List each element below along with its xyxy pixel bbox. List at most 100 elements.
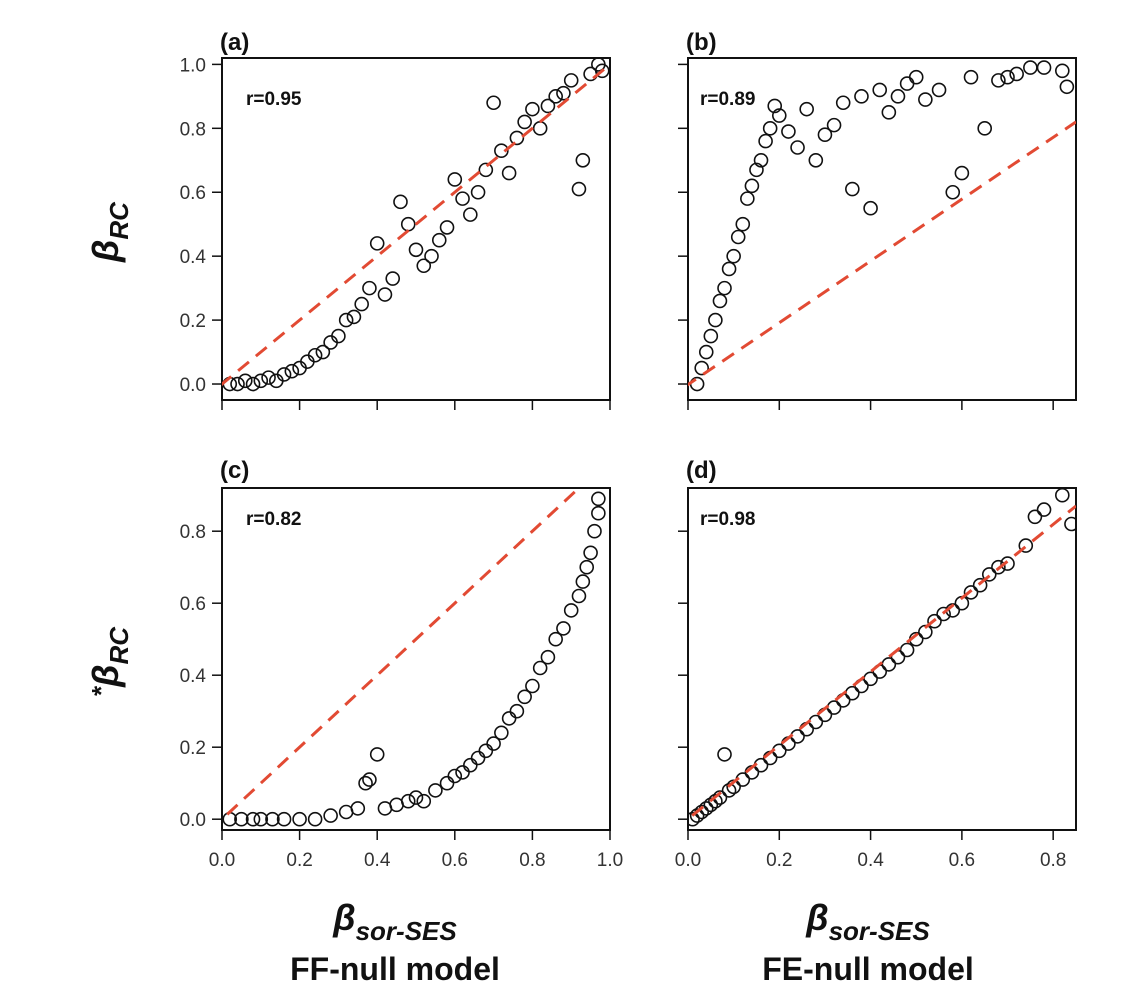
data-point [463,207,478,222]
data-point [230,376,245,392]
data-point [863,200,878,216]
data-point [918,92,933,107]
data-point [936,606,951,622]
y-axis-title-top: βRC [85,201,134,263]
panel-a-ytick-label: 0.2 [180,311,206,332]
data-point [1055,63,1070,79]
panel-c-ytick-label: 0.2 [180,738,206,759]
data-point [1027,509,1043,525]
data-point [1036,60,1052,75]
panel-d-xtick-label: 0.6 [949,850,975,871]
data-point [845,685,860,701]
data-point [583,545,598,561]
data-point [963,585,979,600]
data-point [594,63,610,79]
data-point [808,152,824,168]
y-axis-title-top-sub: RC [104,201,134,240]
data-point [315,344,331,360]
data-point [517,689,532,705]
x-axis-title-right-main: β [805,897,828,938]
panel-d-frame [687,487,1077,831]
panel-c: 0.0 0.2 0.4 0.6 0.8 1.0 0.0 0.2 0.4 0.6 0.8 [180,487,623,871]
panel-c-xtick-label: 0.4 [364,850,391,871]
data-point [494,143,509,158]
data-point [331,328,346,344]
data-point [478,743,494,759]
data-point [517,114,532,130]
data-point [470,184,486,200]
panel-d-xtick-label: 0.4 [857,850,884,871]
data-point [721,261,737,277]
data-point [918,624,933,640]
data-point [338,312,354,328]
data-point [265,811,280,827]
data-point [881,105,897,120]
x-axis-title-right: βsor-SES [805,897,930,946]
panel-a: 0.0 0.2 0.4 0.6 0.8 1.0 [180,55,611,410]
panel-c-label: (c) [220,457,249,484]
data-point [845,181,860,197]
data-point [708,793,723,809]
data-point [424,248,439,264]
data-point [253,373,269,389]
panel-d-xtick-label: 0.0 [675,850,701,871]
data-point [525,678,540,694]
data-point [486,736,501,751]
panel-a-ytick-label: 0.0 [180,375,206,396]
data-point [740,191,755,206]
data-point [688,811,700,827]
data-point [931,82,947,98]
data-point [708,312,723,328]
data-point [726,248,741,264]
data-point [532,121,548,136]
data-point [991,73,1006,88]
data-point [494,725,509,741]
data-point [237,373,253,389]
plot-area: 0.00.20.40.60.81.00.0 0.2 0.4 0.6 0.8 1.00.00… [180,55,1077,871]
panel-a-ytick-label: 0.4 [180,247,207,268]
panel-d-annotation: r=0.98 [700,509,755,530]
data-point [323,808,338,823]
data-point [899,642,915,658]
data-point [767,98,783,114]
data-point [556,85,571,101]
data-point [579,559,595,575]
data-point [781,124,796,139]
data-point [575,152,591,168]
data-point [571,181,587,197]
panel-c-xtick-label: 0.6 [442,850,468,871]
data-point [408,790,424,805]
data-point [762,121,778,136]
panel-c-frame [221,487,611,831]
data-point [826,700,842,715]
data-point [284,363,300,379]
panel-d-label: (d) [686,457,717,484]
panel-c-ytick-label: 0.0 [180,810,206,831]
y-axis-title-bottom: *βRC [85,626,134,697]
panel-c-ytick-label: 0.4 [180,666,207,687]
panel-a-reference-line [222,63,610,386]
data-point [525,101,540,117]
y-axis-title-bottom-main: β [85,665,126,688]
data-point [730,229,746,245]
data-point [253,811,269,827]
data-point [540,649,556,665]
panel-c-xtick-label: 0.0 [209,850,235,871]
data-point [431,232,447,248]
data-point [712,293,728,309]
x-axis-title-right-sub: sor-SES [829,916,931,946]
data-point [234,811,249,827]
panel-c-annotation: r=0.82 [246,509,301,530]
data-point [463,757,478,773]
panel-c-ytick-label: 0.6 [180,594,206,615]
data-point [735,216,751,232]
data-point [963,69,979,85]
data-point [1059,79,1075,95]
data-point [863,671,878,687]
panel-b-label: (b) [686,29,717,56]
data-point [439,220,455,235]
panel-d-reference-line [688,504,1076,821]
data-point [587,523,602,539]
data-point [854,89,869,104]
data-point [703,797,719,813]
